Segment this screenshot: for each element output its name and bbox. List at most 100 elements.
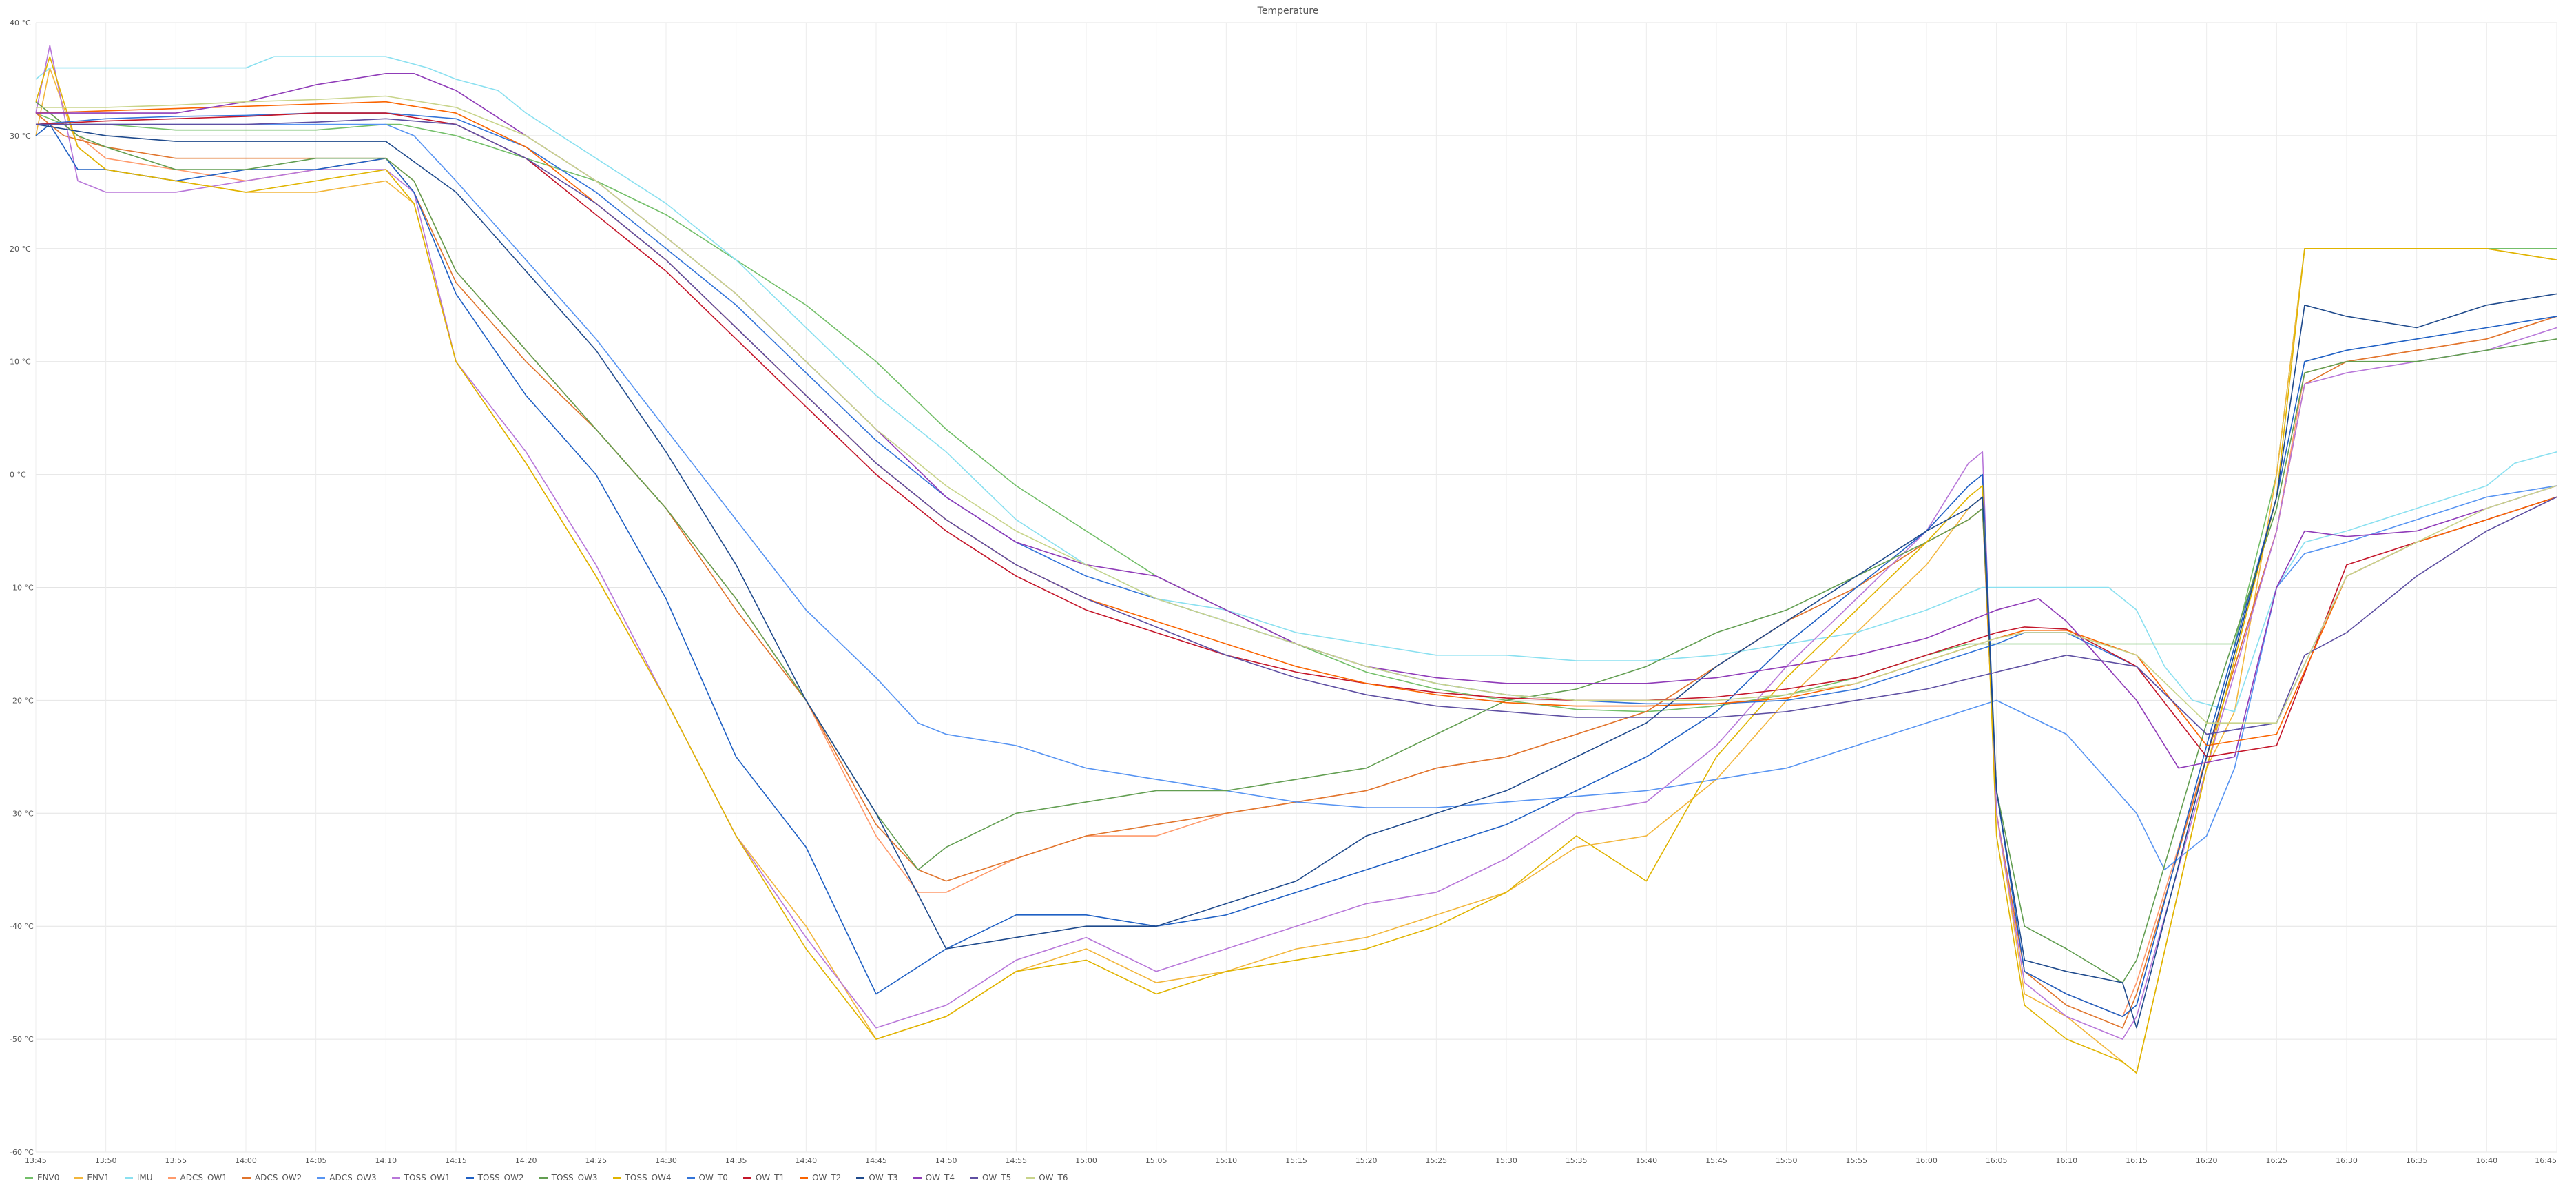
x-tick-label: 15:35 — [1566, 1156, 1588, 1165]
x-tick-label: 14:55 — [1005, 1156, 1027, 1165]
legend-item-toss_ow2[interactable]: TOSS_OW2 — [465, 1173, 524, 1182]
x-tick-label: 15:05 — [1145, 1156, 1167, 1165]
x-tick-label: 16:00 — [1915, 1156, 1938, 1165]
legend-item-adcs_ow3[interactable]: ADCS_OW3 — [317, 1173, 377, 1182]
legend-label: ENV1 — [87, 1173, 110, 1182]
series-line-ow_t6 — [36, 95, 2557, 724]
y-tick-label: -10 °C — [10, 584, 34, 593]
legend-item-env1[interactable]: ENV1 — [74, 1173, 110, 1182]
series-line-toss_ow1 — [35, 45, 2557, 1040]
x-tick-label: 14:15 — [445, 1156, 467, 1165]
x-tick-label: 16:30 — [2336, 1156, 2358, 1165]
legend-label: TOSS_OW4 — [625, 1173, 672, 1182]
x-tick-label: 15:00 — [1075, 1156, 1097, 1165]
legend-label: TOSS_OW3 — [551, 1173, 598, 1182]
x-tick-label: 13:50 — [95, 1156, 117, 1165]
legend-label: ADCS_OW2 — [254, 1173, 302, 1182]
legend-swatch — [800, 1176, 809, 1179]
legend-item-env0[interactable]: ENV0 — [25, 1173, 59, 1182]
x-tick-label: 14:10 — [375, 1156, 397, 1165]
series-line-toss_ow2 — [35, 123, 2557, 1018]
y-tick-label: 10 °C — [10, 358, 31, 367]
legend-swatch — [167, 1176, 176, 1179]
series-line-toss_ow4 — [35, 56, 2557, 1074]
x-tick-label: 15:15 — [1285, 1156, 1307, 1165]
x-tick-label: 16:10 — [2055, 1156, 2077, 1165]
legend-item-toss_ow1[interactable]: TOSS_OW1 — [391, 1173, 450, 1182]
x-tick-label: 14:30 — [655, 1156, 677, 1165]
legend-label: OW_T2 — [812, 1173, 842, 1182]
x-tick-label: 16:05 — [1986, 1156, 2008, 1165]
legend-label: OW_T1 — [755, 1173, 785, 1182]
legend-swatch — [969, 1176, 978, 1179]
legend-label: OW_T4 — [925, 1173, 955, 1182]
x-tick-label: 15:45 — [1705, 1156, 1727, 1165]
x-tick-label: 16:25 — [2265, 1156, 2287, 1165]
chart-title: Temperature — [1257, 6, 1319, 17]
legend-swatch — [686, 1176, 695, 1179]
x-tick-label: 15:40 — [1635, 1156, 1657, 1165]
legend-label: TOSS_OW2 — [477, 1173, 524, 1182]
legend-item-toss_ow3[interactable]: TOSS_OW3 — [539, 1173, 598, 1182]
legend-swatch — [913, 1176, 922, 1179]
series-line-imu — [35, 56, 2557, 712]
legend-item-toss_ow4[interactable]: TOSS_OW4 — [612, 1173, 672, 1182]
legend-item-ow_t3[interactable]: OW_T3 — [856, 1173, 898, 1182]
legend-item-ow_t6[interactable]: OW_T6 — [1026, 1173, 1068, 1182]
y-tick-label: 20 °C — [10, 245, 31, 254]
x-tick-label: 14:50 — [935, 1156, 957, 1165]
x-tick-label: 16:35 — [2406, 1156, 2428, 1165]
legend: ENV0 ENV1 IMU ADCS_OW1 ADCS_OW2 ADCS_OW3 TOSS_… — [25, 1170, 1068, 1185]
legend-swatch — [242, 1176, 251, 1179]
x-tick-label: 14:25 — [585, 1156, 607, 1165]
x-tick-label: 14:05 — [305, 1156, 327, 1165]
x-tick-label: 16:15 — [2126, 1156, 2148, 1165]
legend-label: ENV0 — [37, 1173, 60, 1182]
x-tick-label: 14:40 — [795, 1156, 817, 1165]
legend-item-adcs_ow1[interactable]: ADCS_OW1 — [167, 1173, 227, 1182]
legend-item-ow_t2[interactable]: OW_T2 — [800, 1173, 841, 1182]
x-tick-label: 16:40 — [2475, 1156, 2497, 1165]
y-tick-label: 30 °C — [10, 132, 31, 141]
x-tick-label: 14:00 — [235, 1156, 257, 1165]
x-tick-label: 13:45 — [25, 1156, 47, 1165]
legend-swatch — [742, 1176, 751, 1179]
series-line-ow_t3 — [35, 123, 2557, 1029]
legend-label: ADCS_OW1 — [180, 1173, 227, 1182]
series-line-ow_t5 — [36, 118, 2557, 735]
legend-swatch — [612, 1176, 621, 1179]
x-tick-label: 15:20 — [1355, 1156, 1378, 1165]
legend-swatch — [317, 1176, 326, 1179]
legend-item-ow_t5[interactable]: OW_T5 — [969, 1173, 1012, 1182]
x-tick-label: 13:55 — [165, 1156, 187, 1165]
legend-swatch — [539, 1176, 548, 1179]
y-tick-label: 40 °C — [10, 19, 31, 28]
x-tick-label: 15:25 — [1425, 1156, 1447, 1165]
legend-label: IMU — [136, 1173, 153, 1182]
x-axis: 13:45 13:50 13:55 14:00 14:05 14:10 14:15 14:20… — [25, 1156, 2557, 1165]
y-tick-label: -30 °C — [10, 809, 34, 818]
legend-item-ow_t0[interactable]: OW_T0 — [686, 1173, 728, 1182]
y-tick-label: -20 °C — [10, 696, 34, 705]
x-tick-label: 15:55 — [1845, 1156, 1867, 1165]
legend-swatch — [25, 1176, 33, 1179]
x-tick-label: 14:20 — [515, 1156, 537, 1165]
legend-item-ow_t1[interactable]: OW_T1 — [742, 1173, 785, 1182]
legend-label: ADCS_OW3 — [329, 1173, 377, 1182]
x-tick-label: 16:45 — [2535, 1156, 2557, 1165]
x-tick-label: 15:50 — [1776, 1156, 1798, 1165]
legend-swatch — [1026, 1176, 1035, 1179]
x-tick-label: 14:35 — [725, 1156, 747, 1165]
legend-item-imu[interactable]: IMU — [124, 1173, 153, 1182]
y-tick-label: -60 °C — [10, 1148, 34, 1157]
legend-label: OW_T0 — [698, 1173, 728, 1182]
legend-item-ow_t4[interactable]: OW_T4 — [913, 1173, 955, 1182]
legend-swatch — [465, 1176, 474, 1179]
legend-item-adcs_ow2[interactable]: ADCS_OW2 — [242, 1173, 302, 1182]
series-line-toss_ow3 — [35, 101, 2557, 983]
y-axis: 40 °C 30 °C 20 °C 10 °C 0 °C -10 °C -20 °C -30 … — [10, 19, 34, 1157]
y-tick-label: -50 °C — [10, 1035, 34, 1044]
legend-label: OW_T5 — [981, 1173, 1012, 1182]
series-line-adcs_ow3 — [36, 123, 2557, 871]
